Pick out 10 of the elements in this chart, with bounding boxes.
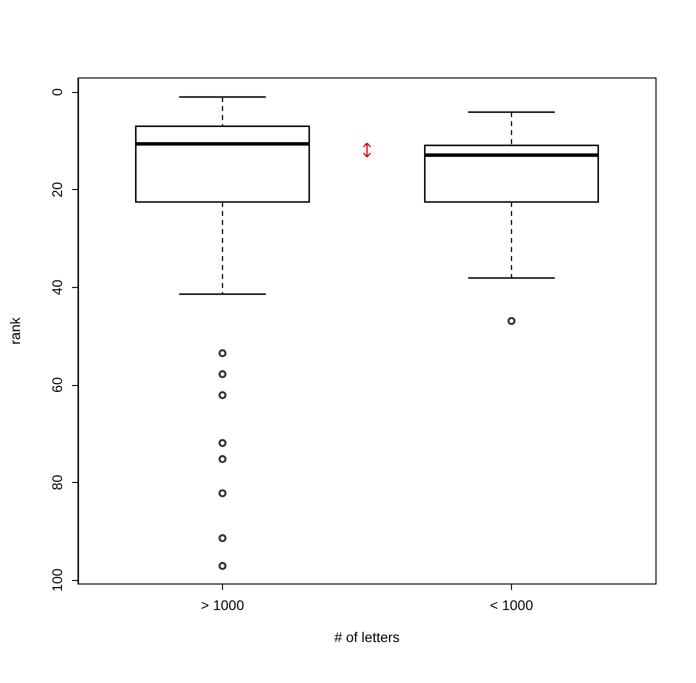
- y-axis-title: rank: [7, 316, 23, 345]
- x-tick-label: < 1000: [490, 597, 534, 613]
- y-tick-label: 60: [49, 376, 65, 393]
- x-axis-title: # of letters: [334, 629, 400, 645]
- x-tick-label: > 1000: [200, 597, 244, 613]
- y-tick-label: 40: [49, 279, 65, 296]
- y-tick-label: 80: [49, 474, 65, 490]
- y-tick-label: 0: [49, 88, 65, 96]
- y-tick-label: 100: [49, 568, 65, 592]
- y-tick-label: 20: [49, 182, 65, 198]
